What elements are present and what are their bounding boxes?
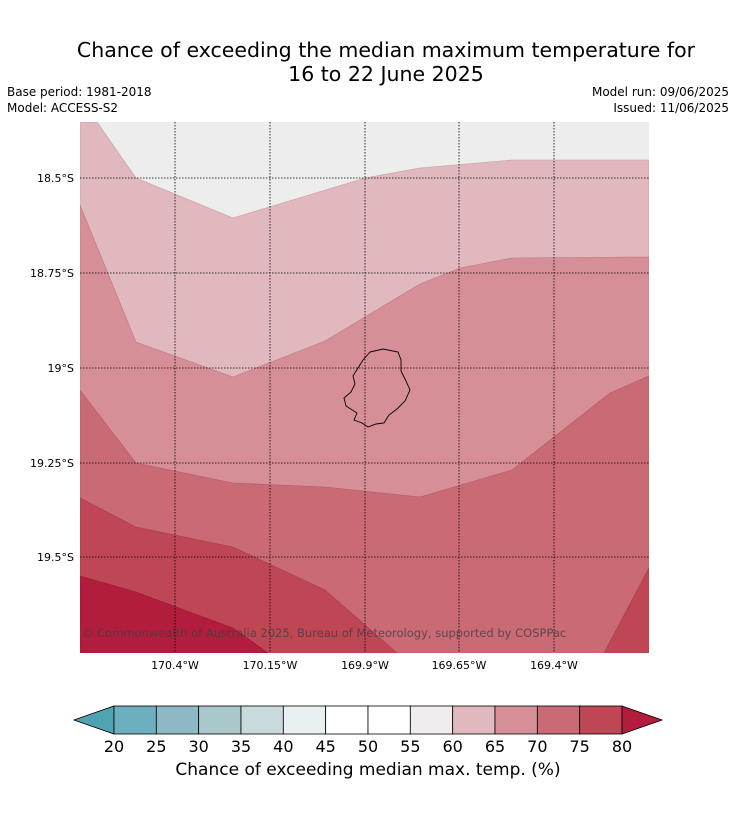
title-line-2: 16 to 22 June 2025 xyxy=(288,62,484,86)
colorbar-tick-label: 55 xyxy=(400,737,420,756)
map-title: Chance of exceeding the median maximum t… xyxy=(0,38,736,86)
colorbar-tick-label: 75 xyxy=(569,737,589,756)
longitude-tick-labels: 170.4°W 170.15°W 169.9°W 169.65°W 169.4°… xyxy=(151,659,578,672)
colorbar-swatch xyxy=(494,705,538,735)
title-line-1: Chance of exceeding the median maximum t… xyxy=(76,38,696,62)
colorbar-swatch xyxy=(579,705,623,735)
probability-bands xyxy=(80,122,649,653)
band-over-80 xyxy=(80,575,269,653)
meta-left: Base period: 1981-2018 Model: ACCESS-S2 xyxy=(7,84,152,116)
colorbar-tick-label: 35 xyxy=(231,737,251,756)
colorbar-tick-label: 40 xyxy=(273,737,293,756)
colorbar-swatch xyxy=(198,705,242,735)
lat-tick-label: 19.5°S xyxy=(37,551,74,564)
colorbar-label: Chance of exceeding median max. temp. (%… xyxy=(175,760,561,780)
copyright-text: © Commonwealth of Australia 2025, Bureau… xyxy=(82,626,566,640)
colorbar-tick-label: 70 xyxy=(527,737,547,756)
colorbar-swatch xyxy=(325,705,369,735)
colorbar-tick-label: 50 xyxy=(358,737,378,756)
lon-tick-label: 170.15°W xyxy=(243,659,298,672)
colorbar-under-arrow xyxy=(72,705,115,735)
colorbar-tick-label: 80 xyxy=(612,737,632,756)
lon-tick-label: 169.4°W xyxy=(530,659,578,672)
issued-text: Issued: 11/06/2025 xyxy=(613,101,729,115)
lon-tick-label: 169.9°W xyxy=(341,659,389,672)
lat-tick-label: 19°S xyxy=(48,362,74,375)
colorbar-swatch xyxy=(113,705,157,735)
model-text: Model: ACCESS-S2 xyxy=(7,101,119,115)
colorbar-tick-label: 65 xyxy=(485,737,505,756)
lat-tick-label: 18.75°S xyxy=(30,267,74,280)
colorbar-over-arrow xyxy=(621,705,664,735)
niue-coastline xyxy=(343,348,411,428)
colorbar-swatch xyxy=(409,705,454,735)
colorbar-tick-label: 20 xyxy=(104,737,124,756)
colorbar-swatch xyxy=(452,705,496,735)
meta-right: Model run: 09/06/2025 Issued: 11/06/2025 xyxy=(592,84,729,116)
colorbar-swatch xyxy=(155,705,200,735)
lon-tick-label: 170.4°W xyxy=(151,659,199,672)
colorbar-swatch xyxy=(367,705,411,735)
colorbar-swatch xyxy=(536,705,581,735)
gridlines xyxy=(80,122,649,653)
colorbar-tick-label: 60 xyxy=(442,737,462,756)
colorbar-tick-label: 25 xyxy=(146,737,166,756)
model-run-text: Model run: 09/06/2025 xyxy=(591,85,729,99)
latitude-tick-labels: 18.5°S 18.75°S 19°S 19.25°S 19.5°S xyxy=(30,172,74,564)
colorbar-swatch xyxy=(282,705,327,735)
colorbar-tick-label: 45 xyxy=(315,737,335,756)
colorbar-tick-labels: 20 25 30 35 40 45 50 55 60 65 70 75 80 xyxy=(104,737,632,756)
colorbar xyxy=(72,705,664,735)
colorbar-swatch xyxy=(240,705,284,735)
lon-tick-label: 169.65°W xyxy=(432,659,487,672)
colorbar-tick-label: 30 xyxy=(188,737,208,756)
band-75-80-east xyxy=(603,567,649,653)
lat-tick-label: 19.25°S xyxy=(30,457,74,470)
base-period-text: Base period: 1981-2018 xyxy=(7,85,152,99)
lat-tick-label: 18.5°S xyxy=(37,172,74,185)
